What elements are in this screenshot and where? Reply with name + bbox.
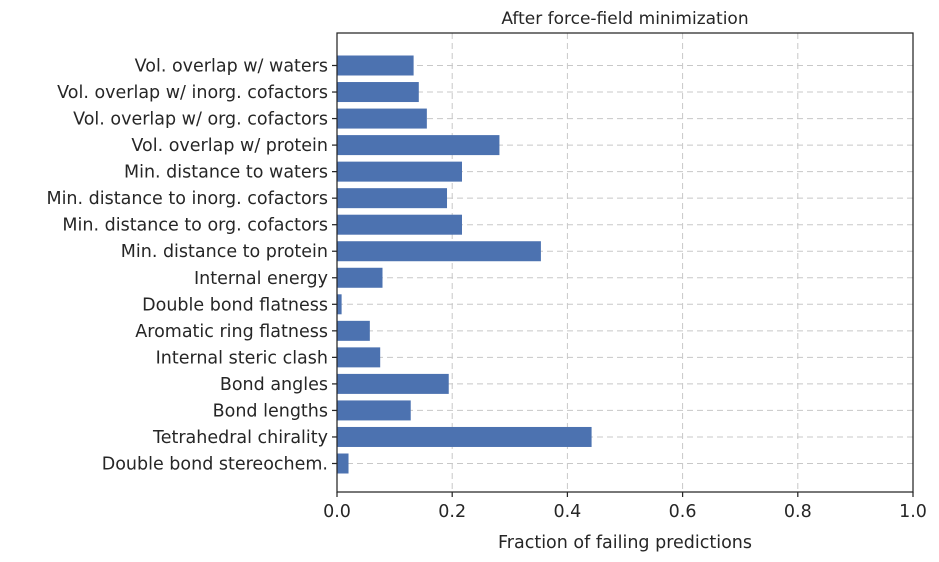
y-tick-label: Internal steric clash bbox=[156, 348, 328, 368]
bar bbox=[337, 214, 462, 235]
y-ticks: Double bond stereochem. Tetrahedral chira… bbox=[46, 57, 337, 475]
x-tick-label: 0.4 bbox=[553, 502, 581, 522]
bar bbox=[337, 161, 462, 182]
bar bbox=[337, 453, 349, 474]
bar bbox=[337, 188, 448, 209]
bar bbox=[337, 241, 541, 262]
y-tick-label: Bond lengths bbox=[213, 401, 328, 421]
x-axis-label: Fraction of failing predictions bbox=[498, 533, 752, 553]
grid bbox=[337, 33, 913, 492]
y-tick-label: Double bond stereochem. bbox=[102, 455, 328, 475]
x-tick-label: 0.2 bbox=[438, 502, 466, 522]
y-tick-label: Min. distance to org. cofactors bbox=[62, 216, 328, 236]
bar bbox=[337, 373, 449, 394]
y-tick-label: Double bond flatness bbox=[142, 295, 328, 315]
y-tick-label: Vol. overlap w/ org. cofactors bbox=[73, 110, 328, 130]
x-ticks: 0.0 0.2 0.4 0.6 0.8 1.0 bbox=[323, 492, 927, 522]
y-tick-label: Tetrahedral chirality bbox=[152, 428, 328, 448]
y-tick-label: Vol. overlap w/ protein bbox=[131, 136, 328, 156]
y-tick-label: Vol. overlap w/ waters bbox=[135, 57, 328, 77]
bar bbox=[337, 55, 414, 76]
x-tick-label: 0.8 bbox=[784, 502, 812, 522]
chart-title: After force-field minimization bbox=[501, 9, 748, 29]
bars bbox=[337, 55, 592, 474]
y-tick-label: Aromatic ring flatness bbox=[135, 322, 328, 342]
bar bbox=[337, 267, 383, 288]
bar bbox=[337, 347, 381, 368]
y-tick-label: Min. distance to waters bbox=[124, 163, 328, 183]
y-tick-label: Min. distance to inorg. cofactors bbox=[46, 189, 328, 209]
plot-frame bbox=[336, 32, 914, 493]
x-tick-label: 0.0 bbox=[323, 502, 351, 522]
y-tick-label: Min. distance to protein bbox=[121, 242, 328, 262]
bar bbox=[337, 320, 370, 341]
bar bbox=[337, 294, 342, 315]
bar bbox=[337, 108, 427, 129]
bar bbox=[337, 400, 411, 421]
y-tick-label: Vol. overlap w/ inorg. cofactors bbox=[57, 83, 328, 103]
x-tick-label: 0.6 bbox=[669, 502, 697, 522]
bar bbox=[337, 135, 500, 156]
bar bbox=[337, 82, 419, 103]
y-tick-label: Bond angles bbox=[220, 375, 328, 395]
x-tick-label: 1.0 bbox=[899, 502, 927, 522]
y-tick-label: Internal energy bbox=[194, 269, 328, 289]
bar bbox=[337, 426, 592, 447]
